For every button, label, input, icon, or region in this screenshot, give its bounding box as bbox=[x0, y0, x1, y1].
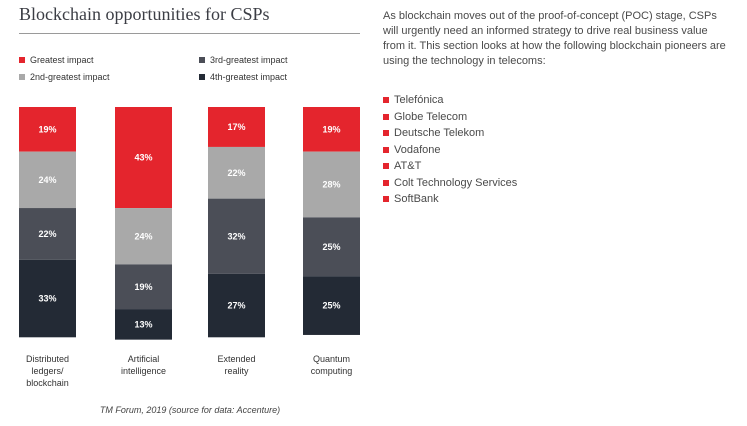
data-label-extended-reality-greatest: 17% bbox=[227, 122, 245, 132]
legend-label-third: 3rd-greatest impact bbox=[210, 55, 288, 65]
legend-swatch-third bbox=[199, 57, 205, 63]
bar-artificial-intelligence-greatest bbox=[115, 107, 172, 209]
bullet-icon bbox=[383, 130, 389, 137]
bullet-icon bbox=[383, 146, 389, 153]
list-item: Globe Telecom bbox=[383, 109, 517, 126]
data-label-quantum-computing-third: 25% bbox=[322, 242, 340, 252]
category-label-extended-reality: Extended bbox=[217, 354, 255, 364]
category-label-distributed-ledgers: blockchain bbox=[26, 378, 69, 388]
bar-quantum-computing-second bbox=[303, 151, 360, 218]
legend-swatch-greatest bbox=[19, 57, 25, 63]
intro-paragraph: As blockchain moves out of the proof-of-… bbox=[383, 10, 726, 67]
bar-artificial-intelligence-fourth bbox=[115, 309, 172, 340]
bar-extended-reality-second bbox=[208, 146, 265, 199]
data-label-artificial-intelligence-greatest: 43% bbox=[134, 153, 152, 163]
bar-distributed-ledgers-greatest bbox=[19, 107, 76, 152]
data-label-quantum-computing-greatest: 19% bbox=[322, 124, 340, 134]
category-label-quantum-computing: Quantum bbox=[313, 354, 350, 364]
data-label-distributed-ledgers-greatest: 19% bbox=[38, 124, 56, 134]
bar-artificial-intelligence-third bbox=[115, 264, 172, 310]
data-label-quantum-computing-fourth: 25% bbox=[322, 301, 340, 311]
bar-quantum-computing-greatest bbox=[303, 107, 360, 152]
legend-label-fourth: 4th-greatest impact bbox=[210, 72, 288, 82]
pioneer-list: Telefónica Globe Telecom Deutsche Teleko… bbox=[383, 92, 517, 208]
bar-distributed-ledgers-fourth bbox=[19, 259, 76, 338]
stacked-bar-chart: 19% 24% 22% 33% Distributed ledgers/blockchai… bbox=[19, 107, 360, 388]
chart-title: Blockchain opportunities for CSPs bbox=[19, 4, 270, 24]
data-label-quantum-computing-second: 28% bbox=[322, 180, 340, 190]
bullet-icon bbox=[383, 163, 389, 170]
data-label-extended-reality-fourth: 27% bbox=[227, 301, 245, 311]
data-label-distributed-ledgers-fourth: 33% bbox=[38, 294, 56, 304]
bar-artificial-intelligence-second bbox=[115, 208, 172, 265]
list-item: SoftBank bbox=[383, 191, 517, 208]
bar-quantum-computing-third bbox=[303, 217, 360, 277]
data-label-artificial-intelligence-second: 24% bbox=[134, 231, 152, 241]
legend-label-greatest: Greatest impact bbox=[30, 55, 94, 65]
list-item: Telefónica bbox=[383, 92, 517, 109]
legend-label-second: 2nd-greatest impact bbox=[30, 72, 110, 82]
legend-second: 2nd-greatest impact bbox=[19, 72, 110, 82]
bar-distributed-ledgers-third bbox=[19, 208, 76, 260]
legend-third: 3rd-greatest impact bbox=[199, 55, 288, 65]
list-item: AT&T bbox=[383, 158, 517, 175]
bullet-icon bbox=[383, 196, 389, 203]
data-label-artificial-intelligence-fourth: 13% bbox=[134, 319, 152, 329]
legend-swatch-fourth bbox=[199, 74, 205, 80]
category-label-distributed-ledgers: Distributed bbox=[26, 354, 69, 364]
data-label-distributed-ledgers-second: 24% bbox=[38, 175, 56, 185]
bar-extended-reality-third bbox=[208, 198, 265, 274]
bar-extended-reality-greatest bbox=[208, 107, 265, 147]
legend-fourth: 4th-greatest impact bbox=[199, 72, 287, 82]
category-label-distributed-ledgers: ledgers/ bbox=[31, 366, 64, 376]
bullet-icon bbox=[383, 179, 389, 186]
bar-distributed-ledgers-second bbox=[19, 151, 76, 209]
category-label-artificial-intelligence: intelligence bbox=[121, 366, 166, 376]
chart-source: TM Forum, 2019 (source for data: Accentu… bbox=[99, 405, 281, 415]
list-item: Deutsche Telekom bbox=[383, 125, 517, 142]
bullet-icon bbox=[383, 97, 389, 104]
data-label-extended-reality-second: 22% bbox=[227, 168, 245, 178]
data-label-extended-reality-third: 32% bbox=[227, 231, 245, 241]
list-item: Colt Technology Services bbox=[383, 175, 517, 192]
bullet-icon bbox=[383, 113, 389, 120]
category-label-quantum-computing: computing bbox=[311, 366, 353, 376]
legend-swatch-second bbox=[19, 74, 25, 80]
data-label-distributed-ledgers-third: 22% bbox=[38, 229, 56, 239]
category-label-extended-reality: reality bbox=[224, 366, 249, 376]
category-label-artificial-intelligence: Artificial bbox=[128, 354, 160, 364]
data-label-artificial-intelligence-third: 19% bbox=[134, 282, 152, 292]
list-item: Vodafone bbox=[383, 142, 517, 159]
bar-extended-reality-fourth bbox=[208, 273, 265, 338]
title-divider bbox=[19, 33, 360, 34]
bar-quantum-computing-fourth bbox=[303, 276, 360, 335]
legend-greatest: Greatest impact bbox=[19, 55, 94, 65]
